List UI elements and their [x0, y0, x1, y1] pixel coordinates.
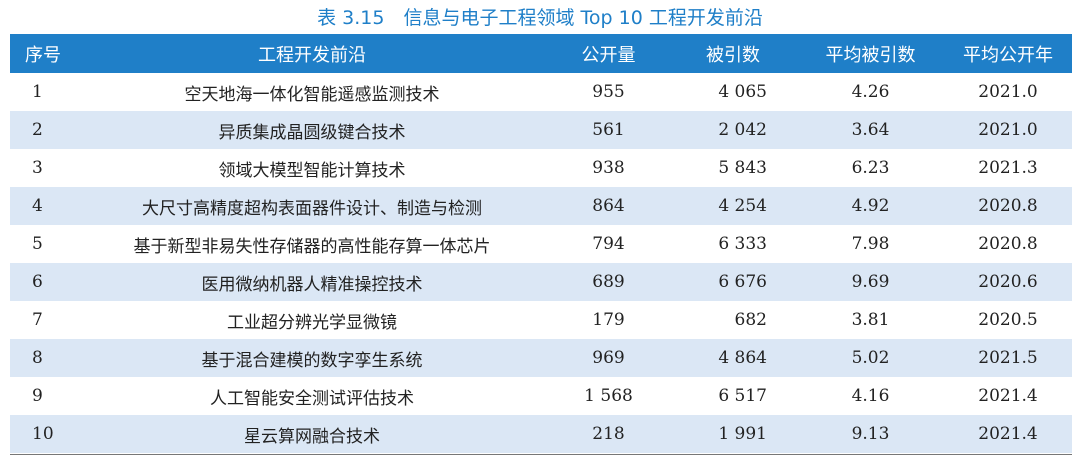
cell-publications: 864	[592, 196, 625, 216]
cell-avg-year: 2021.4	[978, 386, 1038, 406]
cell-avg-citations: 9.69	[851, 272, 890, 292]
table-title: 表 3.15 信息与电子工程领域 Top 10 工程开发前沿	[317, 7, 763, 29]
cell-index: 6	[32, 272, 43, 292]
cell-index: 8	[32, 348, 43, 368]
cell-citations: 6 676	[718, 272, 767, 292]
table-row: 7 工业超分辨光学显微镜 179 682 3.81 2020.5	[10, 301, 1072, 339]
cell-citations: 6 517	[718, 386, 767, 406]
cell-publications: 689	[592, 272, 625, 292]
table-row: 4 大尺寸高精度超构表面器件设计、制造与检测 864 4 254 4.92 20…	[10, 187, 1072, 225]
cell-frontier: 工业超分辨光学显微镜	[227, 312, 397, 333]
cell-avg-year: 2021.0	[978, 120, 1038, 140]
cell-avg-citations: 7.98	[851, 234, 890, 254]
table-row: 3 领域大模型智能计算技术 938 5 843 6.23 2021.3	[10, 149, 1072, 187]
data-table: 序号 工程开发前沿 公开量 被引数 平均被引数 平均公开年 1 空天地海一体化智…	[10, 34, 1072, 453]
table-row: 2 异质集成晶圆级键合技术 561 2 042 3.64 2021.0	[10, 111, 1072, 149]
table-row: 8 基于混合建模的数字孪生系统 969 4 864 5.02 2021.5	[10, 339, 1072, 377]
cell-avg-year: 2021.0	[978, 82, 1038, 102]
cell-avg-citations: 4.92	[851, 196, 890, 216]
cell-index: 9	[32, 386, 43, 406]
cell-avg-year: 2021.5	[978, 348, 1038, 368]
header-publications: 公开量	[581, 44, 636, 66]
cell-frontier: 医用微纳机器人精准操控技术	[201, 274, 423, 295]
cell-citations: 4 065	[718, 82, 767, 102]
cell-avg-year: 2020.8	[978, 234, 1038, 254]
table-header-row: 序号 工程开发前沿 公开量 被引数 平均被引数 平均公开年	[10, 34, 1072, 73]
header-avg-citations: 平均被引数	[825, 44, 916, 66]
cell-avg-citations: 5.02	[851, 348, 890, 368]
cell-avg-citations: 3.64	[851, 120, 890, 140]
cell-frontier: 异质集成晶圆级键合技术	[218, 122, 406, 143]
table-row: 6 医用微纳机器人精准操控技术 689 6 676 9.69 2020.6	[10, 263, 1072, 301]
cell-publications: 561	[592, 120, 625, 140]
cell-publications: 179	[592, 310, 625, 330]
cell-avg-year: 2020.6	[978, 272, 1038, 292]
cell-citations: 5 843	[718, 158, 767, 178]
cell-frontier: 基于新型非易失性存储器的高性能存算一体芯片	[133, 236, 491, 257]
cell-index: 1	[32, 82, 43, 102]
cell-avg-year: 2020.8	[978, 196, 1038, 216]
cell-avg-year: 2021.3	[978, 158, 1038, 178]
cell-citations: 682	[734, 310, 767, 330]
cell-avg-citations: 6.23	[851, 158, 890, 178]
cell-frontier: 基于混合建模的数字孪生系统	[201, 350, 423, 371]
table-row: 10 星云算网融合技术 218 1 991 9.13 2021.4	[10, 415, 1072, 453]
cell-citations: 6 333	[718, 234, 767, 254]
cell-publications: 969	[592, 348, 625, 368]
cell-index: 10	[32, 424, 54, 444]
cell-publications: 1 568	[584, 386, 633, 406]
cell-frontier: 人工智能安全测试评估技术	[210, 388, 414, 409]
cell-frontier: 星云算网融合技术	[244, 426, 380, 447]
cell-citations: 4 254	[718, 196, 767, 216]
cell-avg-citations: 4.16	[851, 386, 890, 406]
header-frontier: 工程开发前沿	[258, 44, 366, 66]
cell-index: 2	[32, 120, 43, 140]
cell-citations: 1 991	[718, 424, 767, 444]
cell-avg-citations: 4.26	[851, 82, 890, 102]
cell-publications: 794	[592, 234, 625, 254]
table-row: 5 基于新型非易失性存储器的高性能存算一体芯片 794 6 333 7.98 2…	[10, 225, 1072, 263]
cell-citations: 4 864	[718, 348, 767, 368]
table-row: 9 人工智能安全测试评估技术 1 568 6 517 4.16 2021.4	[10, 377, 1072, 415]
cell-publications: 938	[592, 158, 625, 178]
cell-frontier: 大尺寸高精度超构表面器件设计、制造与检测	[142, 198, 482, 219]
cell-publications: 955	[592, 82, 625, 102]
cell-avg-year: 2020.5	[978, 310, 1038, 330]
cell-publications: 218	[592, 424, 625, 444]
cell-citations: 2 042	[718, 120, 767, 140]
cell-frontier: 领域大模型智能计算技术	[218, 160, 406, 181]
table-bottom-rule	[10, 454, 1072, 455]
header-avg-year: 平均公开年	[963, 44, 1053, 66]
cell-avg-year: 2021.4	[978, 424, 1038, 444]
table-row: 1 空天地海一体化智能遥感监测技术 955 4 065 4.26 2021.0	[10, 73, 1072, 111]
header-citations: 被引数	[706, 44, 760, 66]
cell-frontier: 空天地海一体化智能遥感监测技术	[184, 84, 440, 105]
header-index: 序号	[25, 44, 61, 66]
cell-index: 3	[32, 158, 43, 178]
cell-avg-citations: 3.81	[851, 310, 890, 330]
cell-index: 5	[32, 234, 43, 254]
cell-index: 7	[32, 310, 43, 330]
cell-index: 4	[32, 196, 43, 216]
cell-avg-citations: 9.13	[851, 424, 890, 444]
